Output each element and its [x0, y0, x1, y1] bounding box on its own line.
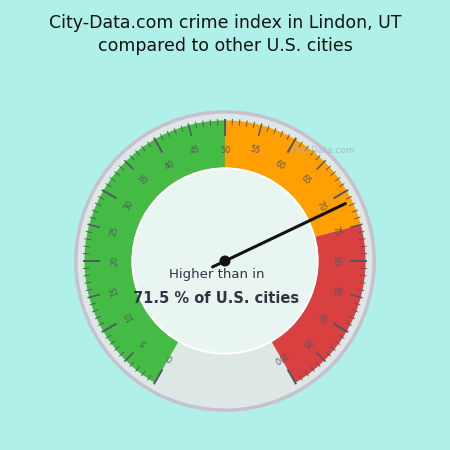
Text: 40: 40 — [163, 159, 176, 171]
Text: 20: 20 — [110, 256, 119, 266]
Wedge shape — [271, 225, 365, 383]
Text: 75: 75 — [330, 225, 342, 238]
Text: 60: 60 — [274, 159, 287, 171]
Text: 5: 5 — [139, 337, 149, 347]
Text: 15: 15 — [108, 285, 120, 297]
Text: 65: 65 — [299, 173, 313, 187]
Text: 0: 0 — [165, 351, 174, 362]
Text: 70: 70 — [315, 199, 327, 212]
Text: 80: 80 — [331, 256, 340, 266]
Wedge shape — [85, 121, 225, 383]
Circle shape — [220, 256, 230, 266]
Circle shape — [76, 112, 374, 410]
Text: 35: 35 — [137, 173, 151, 187]
Text: 55: 55 — [248, 144, 261, 156]
Text: Higher than in: Higher than in — [169, 268, 264, 281]
Text: 45: 45 — [189, 144, 201, 156]
Text: City-Data.com: City-Data.com — [291, 146, 356, 155]
Text: 71.5 % of U.S. cities: 71.5 % of U.S. cities — [133, 291, 300, 306]
Text: 90: 90 — [315, 310, 327, 323]
Text: 10: 10 — [123, 310, 135, 323]
Circle shape — [132, 168, 318, 354]
Text: 85: 85 — [330, 285, 342, 297]
Text: 100: 100 — [271, 349, 289, 364]
Text: 95: 95 — [299, 335, 313, 349]
Text: 25: 25 — [108, 225, 120, 238]
Text: 30: 30 — [123, 199, 135, 212]
Wedge shape — [225, 121, 361, 237]
Text: 50: 50 — [220, 146, 230, 155]
Text: City-Data.com crime index in Lindon, UT
compared to other U.S. cities: City-Data.com crime index in Lindon, UT … — [49, 14, 401, 55]
